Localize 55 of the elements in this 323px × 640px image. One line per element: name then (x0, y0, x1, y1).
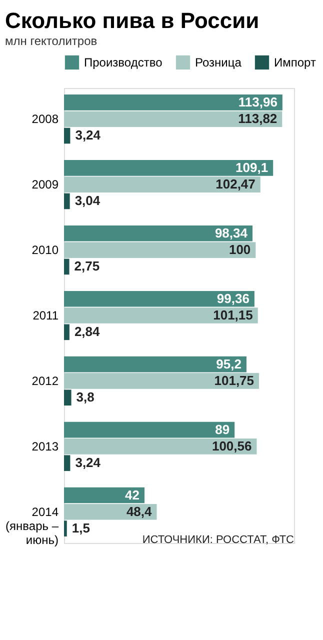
data-label: 48,4 (126, 504, 153, 519)
bar (64, 193, 70, 210)
data-label: 102,47 (216, 176, 256, 192)
bar (64, 438, 257, 454)
data-label: 2,84 (74, 324, 101, 340)
data-label: 98,34 (214, 225, 248, 240)
data-label: 89 (215, 422, 230, 437)
bar (64, 176, 260, 192)
bar (64, 111, 282, 128)
data-label: 109,1 (236, 160, 268, 175)
y-tick-label: 2013 (32, 439, 59, 454)
legend-label: Импорт (274, 55, 316, 70)
data-label: 113,82 (238, 111, 278, 126)
data-label: 100 (228, 242, 251, 258)
annotation: ИСТОЧНИКИ: РОССТАТ, ФТС (142, 534, 294, 546)
bar (64, 504, 157, 520)
bar (64, 373, 260, 389)
y-tick-label: 2009 (32, 178, 59, 192)
bar (64, 324, 70, 340)
bar (64, 225, 252, 242)
y-tick-label: 2010 (32, 243, 59, 258)
data-label: 42 (125, 487, 140, 502)
legend-label: Производство (84, 55, 163, 70)
bar (64, 520, 67, 536)
bar (64, 455, 70, 471)
data-label: 101,75 (214, 372, 254, 388)
data-label: 1,5 (72, 520, 90, 536)
chart-subtitle: млн гектолитров (5, 34, 98, 48)
data-label: 3,24 (75, 455, 102, 470)
data-label: 113,96 (238, 94, 278, 110)
bar (64, 160, 274, 176)
data-label: 101,15 (213, 308, 253, 322)
bar (64, 422, 235, 438)
data-label: 3,24 (75, 128, 102, 143)
y-tick-label: 2012 (32, 374, 59, 388)
data-label: 99,36 (216, 290, 250, 306)
data-label: 2,75 (74, 258, 100, 274)
y-tick-label: 2008 (32, 112, 59, 126)
data-label: 95,2 (216, 356, 242, 372)
bar (64, 390, 72, 406)
bar (64, 356, 246, 372)
chart-title: Сколько пива в России (5, 8, 260, 33)
bar (64, 308, 258, 324)
y-tick-label: 2011 (32, 308, 59, 322)
bar (64, 94, 282, 110)
bar (64, 258, 70, 275)
y-tick-label: 2014 (январь – июнь) (6, 504, 59, 547)
data-label: 3,04 (74, 193, 101, 208)
data-label: 3,8 (76, 390, 94, 405)
data-label: 100,56 (212, 438, 252, 454)
bar (64, 242, 256, 258)
bar (64, 487, 144, 504)
bar (64, 128, 70, 144)
bar (64, 290, 254, 307)
legend-label: Розница (195, 55, 242, 70)
